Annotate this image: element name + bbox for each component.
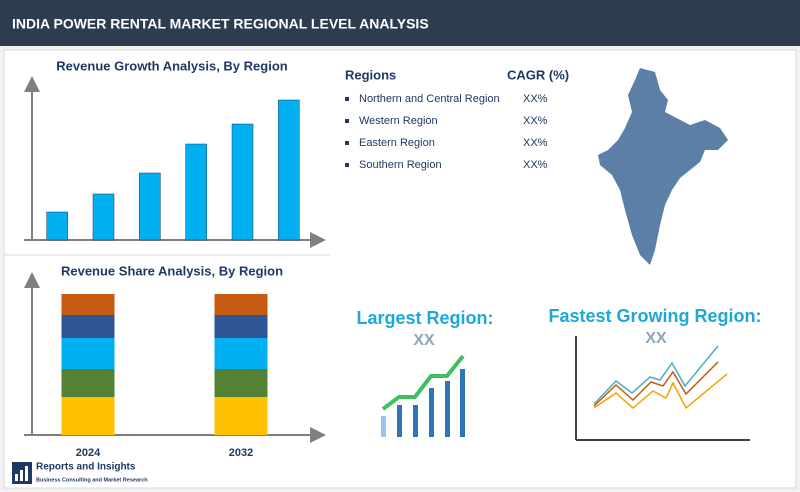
logo-icon [12, 462, 32, 484]
fastest-icon [575, 336, 750, 441]
region-cagr: XX% [523, 115, 548, 127]
bar [278, 99, 300, 241]
region-name: Southern Region [359, 159, 442, 171]
chart-title: Revenue Growth Analysis, By Region [56, 58, 287, 73]
bar-segment [61, 315, 115, 338]
bar [46, 211, 68, 241]
region-cagr: XX% [523, 159, 548, 171]
header-title: INDIA POWER RENTAL MARKET REGIONAL LEVEL… [12, 16, 429, 32]
bar [185, 143, 207, 241]
bar-segment [214, 338, 268, 369]
fastest-region-value: XX [645, 330, 667, 347]
x-tick-label: 2024 [76, 447, 101, 459]
region-name: Northern and Central Region [359, 93, 500, 105]
largest-icon [381, 354, 465, 437]
table-header: Regions [345, 67, 396, 82]
largest-region-value: XX [413, 332, 435, 349]
bar-segment [61, 369, 115, 397]
bar-segment [61, 294, 115, 315]
chart-title: Revenue Share Analysis, By Region [61, 263, 283, 278]
bullet [345, 141, 349, 145]
bar-segment [61, 338, 115, 369]
india-map [598, 68, 728, 265]
region-name: Eastern Region [359, 137, 435, 149]
table-header: CAGR (%) [507, 67, 569, 82]
x-tick-label: 2032 [229, 447, 253, 459]
table-rows: Northern and Central Region XX% Western Re… [345, 93, 548, 171]
region-name: Western Region [359, 115, 438, 127]
header-bar [0, 0, 800, 46]
bar-segment [214, 397, 268, 435]
bar-segment [61, 397, 115, 435]
bar [139, 172, 161, 241]
bar-segment [214, 315, 268, 338]
bullet [345, 97, 349, 101]
bar-segment [214, 369, 268, 397]
region-cagr: XX% [523, 137, 548, 149]
largest-region-title: Largest Region: [356, 308, 493, 328]
region-cagr: XX% [523, 93, 548, 105]
bar [92, 193, 115, 241]
bar-segment [214, 294, 268, 315]
bullet [345, 163, 349, 167]
bar [231, 123, 254, 241]
fastest-region-title: Fastest Growing Region: [548, 306, 761, 326]
logo-name: Reports and Insights [36, 462, 136, 473]
bullet [345, 119, 349, 123]
logo-tagline: Business Consulting and Market Research [36, 477, 148, 483]
